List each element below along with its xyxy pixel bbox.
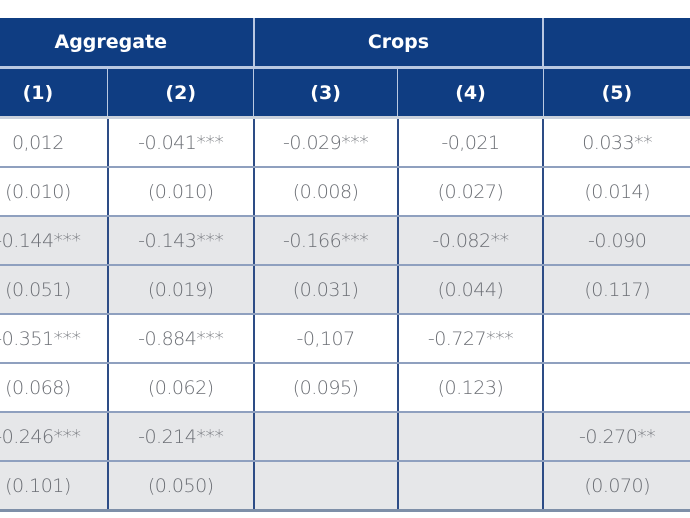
table-cell: -0.166*** <box>252 216 398 266</box>
table-cell: (0.095) <box>252 363 398 413</box>
table-cell: -0.214*** <box>106 412 254 462</box>
table-row: (0.051) (0.019) (0.031) (0.044) (0.117) <box>0 265 690 315</box>
regression-table-container: Aggregate Crops (1) (2) (3) (4) (5) 0,01… <box>0 18 690 512</box>
table-cell: -0.727*** <box>396 314 544 364</box>
table-cell: -0.351*** <box>0 314 108 364</box>
table-cell: -0.143*** <box>106 216 254 266</box>
table-row: (0.101) (0.050) (0.070) <box>0 461 690 512</box>
column-header-2: (2) <box>107 67 254 119</box>
table-cell <box>252 412 398 462</box>
table-cell: 0.033** <box>542 117 690 168</box>
table-cell: (0.010) <box>106 167 254 217</box>
table-cell: (0.031) <box>252 265 398 315</box>
table-cell: (0.019) <box>106 265 254 315</box>
column-header-row: (1) (2) (3) (4) (5) <box>0 67 690 119</box>
table-cell: (0.068) <box>0 363 108 413</box>
table-cell: (0.008) <box>252 167 398 217</box>
table-cell <box>252 461 398 512</box>
table-cell <box>542 363 690 413</box>
table-cell: (0.010) <box>0 167 108 217</box>
table-cell: -0.082** <box>396 216 544 266</box>
table-row: 0,012 -0.041*** -0.029*** -0,021 0.033** <box>0 117 690 168</box>
table-cell: (0.014) <box>542 167 690 217</box>
table-cell: -0.270** <box>542 412 690 462</box>
table-cell: (0.123) <box>396 363 544 413</box>
table-cell <box>542 314 690 364</box>
table-cell: (0.101) <box>0 461 108 512</box>
table-cell <box>396 461 544 512</box>
table-cell: (0.062) <box>106 363 254 413</box>
table-cell: 0,012 <box>0 117 108 168</box>
table-cell: (0.050) <box>106 461 254 512</box>
regression-table: Aggregate Crops (1) (2) (3) (4) (5) 0,01… <box>0 18 690 512</box>
table-row: -0.144*** -0.143*** -0.166*** -0.082** -0.09… <box>0 216 690 266</box>
table-cell: -0.029*** <box>252 117 398 168</box>
table-cell: (0.070) <box>542 461 690 512</box>
table-body: 0,012 -0.041*** -0.029*** -0,021 0.033** (0.0… <box>0 117 690 512</box>
table-row: (0.068) (0.062) (0.095) (0.123) <box>0 363 690 413</box>
table-cell: -0.090 <box>542 216 690 266</box>
group-header-row: Aggregate Crops <box>0 18 690 69</box>
table-cell: (0.027) <box>396 167 544 217</box>
table-cell: -0,021 <box>396 117 544 168</box>
table-cell: -0.884*** <box>106 314 254 364</box>
table-row: -0.246*** -0.214*** -0.270** <box>0 412 690 462</box>
group-header-5 <box>542 18 690 69</box>
table-row: (0.010) (0.010) (0.008) (0.027) (0.014) <box>0 167 690 217</box>
column-header-5: (5) <box>542 67 690 119</box>
column-header-3: (3) <box>253 67 398 119</box>
table-cell: -0.041*** <box>106 117 254 168</box>
column-header-4: (4) <box>397 67 544 119</box>
column-header-1: (1) <box>0 67 108 119</box>
table-cell: (0.051) <box>0 265 108 315</box>
table-cell <box>396 412 544 462</box>
table-cell: -0.144*** <box>0 216 108 266</box>
table-row: -0.351*** -0.884*** -0,107 -0.727*** <box>0 314 690 364</box>
table-cell: (0.117) <box>542 265 690 315</box>
table-cell: -0,107 <box>252 314 398 364</box>
group-header-aggregate: Aggregate <box>0 18 254 69</box>
table-cell: (0.044) <box>396 265 544 315</box>
group-header-crops: Crops <box>252 18 544 69</box>
table-cell: -0.246*** <box>0 412 108 462</box>
